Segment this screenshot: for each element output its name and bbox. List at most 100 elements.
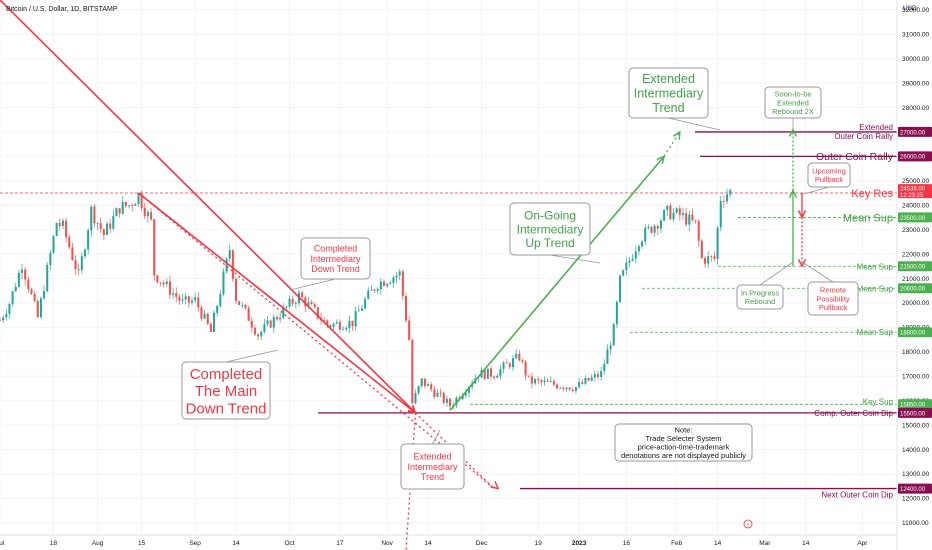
level-label: Comp. Outer Coin Dip xyxy=(814,409,893,418)
candle-body xyxy=(455,397,458,406)
candle-body xyxy=(266,320,269,325)
candle-body xyxy=(194,297,197,301)
upcoming-pullback-callout-box xyxy=(807,162,851,188)
time-tick-label: Oct xyxy=(284,540,294,547)
candle-body xyxy=(622,270,625,276)
candle-body xyxy=(464,392,467,396)
candle-body xyxy=(647,226,650,228)
time-tick-label: 15 xyxy=(138,540,146,547)
candle-body xyxy=(663,210,666,221)
extended-up-callout-box xyxy=(628,67,709,119)
level-price-tag-label: 27000.00 xyxy=(900,130,926,136)
price-tick-label: 22000.00 xyxy=(902,251,929,258)
lightning-icon xyxy=(743,519,753,529)
candle-body xyxy=(212,312,216,332)
completed-main-callout-box xyxy=(181,361,271,420)
note-callout-text: denotations are not displayed publicly xyxy=(621,451,746,460)
candle-body xyxy=(231,250,234,279)
candle-body xyxy=(5,313,8,318)
price-tick-label: 24000.00 xyxy=(902,203,929,210)
completed-main-callout-text: Down Trend xyxy=(186,400,267,417)
grid xyxy=(0,0,897,535)
candle-body xyxy=(659,220,662,229)
candle-body xyxy=(131,205,134,207)
extended-down-callout-pointer xyxy=(432,429,441,445)
level-label: Mean Sup xyxy=(857,328,894,337)
candle-body xyxy=(156,275,159,283)
candle-body xyxy=(0,320,2,321)
level-price-tag xyxy=(898,283,932,294)
candle-body xyxy=(650,226,653,233)
candle-body xyxy=(631,258,634,261)
candle-body xyxy=(367,290,370,299)
candlesticks xyxy=(0,188,732,411)
candle-body xyxy=(669,205,672,220)
candle-body xyxy=(584,377,587,384)
time-tick-label: 16 xyxy=(623,540,631,547)
candle-body xyxy=(165,281,168,285)
candle-body xyxy=(606,349,609,364)
level-price-tag xyxy=(898,212,932,223)
completed-intermediate-callout-text: Intermediary xyxy=(310,254,361,264)
time-tick-label: Sep xyxy=(189,540,201,547)
candle-body xyxy=(442,392,445,403)
candle-body xyxy=(710,256,713,257)
candle-body xyxy=(235,278,238,302)
candle-body xyxy=(587,377,590,381)
candle-body xyxy=(364,298,367,309)
candle-body xyxy=(357,310,360,312)
candle-body xyxy=(729,190,732,195)
current-price-tag xyxy=(898,184,932,199)
candle-body xyxy=(546,380,549,382)
price-tick-label: 21000.00 xyxy=(902,276,929,283)
candle-body xyxy=(93,206,96,224)
candle-body xyxy=(552,381,555,385)
candle-body xyxy=(685,213,688,225)
candle-body xyxy=(21,269,24,273)
candle-body xyxy=(404,296,408,321)
remote-pullback-callout-pointer xyxy=(801,261,834,283)
candle-body xyxy=(524,361,527,376)
candle-body xyxy=(46,264,49,292)
soon-to-be-callout-text: Rebound 2X xyxy=(772,107,814,116)
candle-body xyxy=(628,260,631,263)
level-price-tag xyxy=(898,327,932,338)
candle-body xyxy=(323,320,326,322)
in-progress-callout-text: In Progress xyxy=(741,288,780,297)
candle-body xyxy=(502,362,505,369)
candle-body xyxy=(178,296,181,301)
candle-body xyxy=(483,369,486,379)
candle-body xyxy=(172,293,175,295)
candle-body xyxy=(370,289,373,291)
level-price-tag-label: 15850.00 xyxy=(900,403,926,409)
candle-body xyxy=(486,368,489,379)
candle-body xyxy=(206,313,209,324)
candle-body xyxy=(36,300,39,318)
candle-body xyxy=(250,320,253,328)
candle-body xyxy=(634,251,637,259)
candle-body xyxy=(197,297,200,308)
soon-to-be-callout-box xyxy=(764,86,822,119)
candle-body xyxy=(275,317,278,320)
level-price-tag-label: 26000.00 xyxy=(900,155,926,161)
level-label: Key Sup xyxy=(863,397,894,406)
time-tick-label: 14 xyxy=(714,540,722,547)
candle-body xyxy=(417,386,420,393)
candle-body xyxy=(562,387,565,389)
candle-body xyxy=(222,271,225,295)
candle-body xyxy=(467,386,470,393)
time-tick-label: Apr xyxy=(857,540,868,547)
candle-body xyxy=(307,302,310,307)
candle-body xyxy=(672,212,675,220)
level-price-tag-label: 15500.00 xyxy=(900,411,926,417)
candle-body xyxy=(244,304,247,308)
candle-body xyxy=(77,269,80,271)
candle-body xyxy=(2,317,5,321)
candle-body xyxy=(625,262,628,271)
candle-body xyxy=(14,286,17,292)
candle-body xyxy=(285,306,288,308)
price-tick-label: 12000.00 xyxy=(902,496,929,503)
